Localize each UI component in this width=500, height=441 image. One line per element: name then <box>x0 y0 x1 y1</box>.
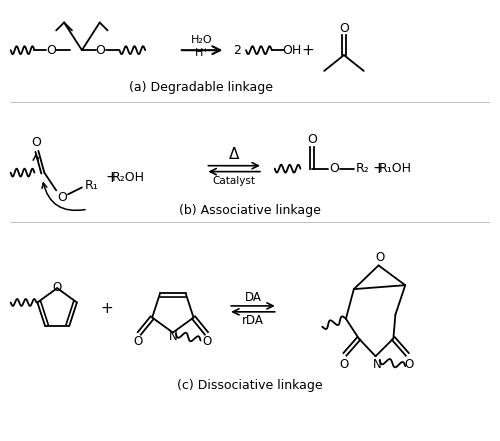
Text: N: N <box>168 330 177 343</box>
Text: Catalyst: Catalyst <box>212 176 256 186</box>
Text: +: + <box>372 161 385 176</box>
Text: O: O <box>46 44 56 57</box>
Text: O: O <box>96 44 106 57</box>
Text: +: + <box>301 43 314 58</box>
Text: O: O <box>340 358 348 371</box>
Text: (a) Degradable linkage: (a) Degradable linkage <box>128 81 272 94</box>
Text: O: O <box>375 251 384 264</box>
Text: R₂: R₂ <box>356 162 370 175</box>
Text: DA: DA <box>244 291 262 303</box>
Text: O: O <box>134 335 143 348</box>
Text: H⁺: H⁺ <box>195 48 209 58</box>
Text: rDA: rDA <box>242 314 264 327</box>
Text: (c) Dissociative linkage: (c) Dissociative linkage <box>177 379 323 392</box>
Text: O: O <box>57 191 67 204</box>
Text: O: O <box>404 358 414 371</box>
Text: R₁OH: R₁OH <box>379 162 412 175</box>
Text: Δ: Δ <box>229 147 239 162</box>
Text: O: O <box>339 22 349 35</box>
Text: R₂OH: R₂OH <box>112 171 145 184</box>
Text: R₁: R₁ <box>85 179 98 192</box>
Text: +: + <box>100 301 113 316</box>
Text: OH: OH <box>282 44 301 57</box>
Text: 2: 2 <box>233 44 241 57</box>
Text: N: N <box>373 358 382 371</box>
Text: O: O <box>32 136 42 149</box>
Text: O: O <box>52 280 62 294</box>
Text: O: O <box>203 335 212 348</box>
Text: (b) Associative linkage: (b) Associative linkage <box>179 204 321 217</box>
Text: O: O <box>308 133 317 146</box>
Text: H₂O: H₂O <box>191 35 213 45</box>
Text: O: O <box>329 162 339 175</box>
Text: +: + <box>105 170 118 185</box>
